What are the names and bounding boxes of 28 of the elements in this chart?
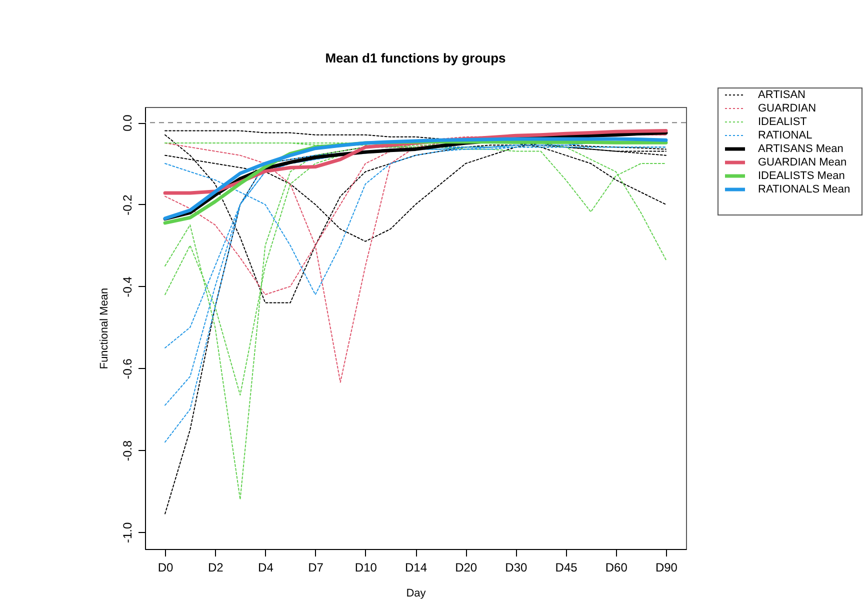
chart-title: Mean d1 functions by groups: [325, 50, 506, 66]
legend-label: GUARDIAN: [758, 102, 816, 114]
x-tick-label: D2: [208, 560, 224, 574]
x-tick-label: D90: [655, 560, 678, 574]
legend-label: IDEALIST: [758, 116, 808, 128]
legend-label: GUARDIAN Mean: [758, 156, 847, 168]
x-tick-label: D0: [158, 560, 174, 574]
x-tick-label: D20: [455, 560, 478, 574]
x-axis-title: Day: [406, 588, 426, 600]
x-tick-label: D10: [354, 560, 378, 574]
legend-label: ARTISAN: [758, 89, 806, 101]
legend-label: IDEALISTS Mean: [758, 170, 845, 182]
legend-label: RATIONAL: [758, 130, 812, 142]
y-tick-label: -0.8: [120, 440, 134, 462]
x-tick-label: D30: [505, 560, 528, 574]
x-tick-label: D7: [308, 560, 324, 574]
y-tick-label: -0.4: [120, 276, 134, 298]
y-tick-label: -1.0: [120, 522, 134, 544]
y-tick-label: 0.0: [120, 114, 134, 132]
y-tick-label: -0.6: [120, 358, 134, 380]
x-tick-label: D60: [605, 560, 628, 574]
legend-label: RATIONALS Mean: [758, 184, 850, 196]
y-tick-label: -0.2: [120, 194, 134, 216]
y-axis-title: Functional Mean: [98, 288, 110, 370]
x-tick-label: D45: [555, 560, 578, 574]
x-tick-label: D14: [404, 560, 428, 574]
legend-label: ARTISANS Mean: [758, 143, 844, 155]
x-tick-label: D4: [258, 560, 274, 574]
